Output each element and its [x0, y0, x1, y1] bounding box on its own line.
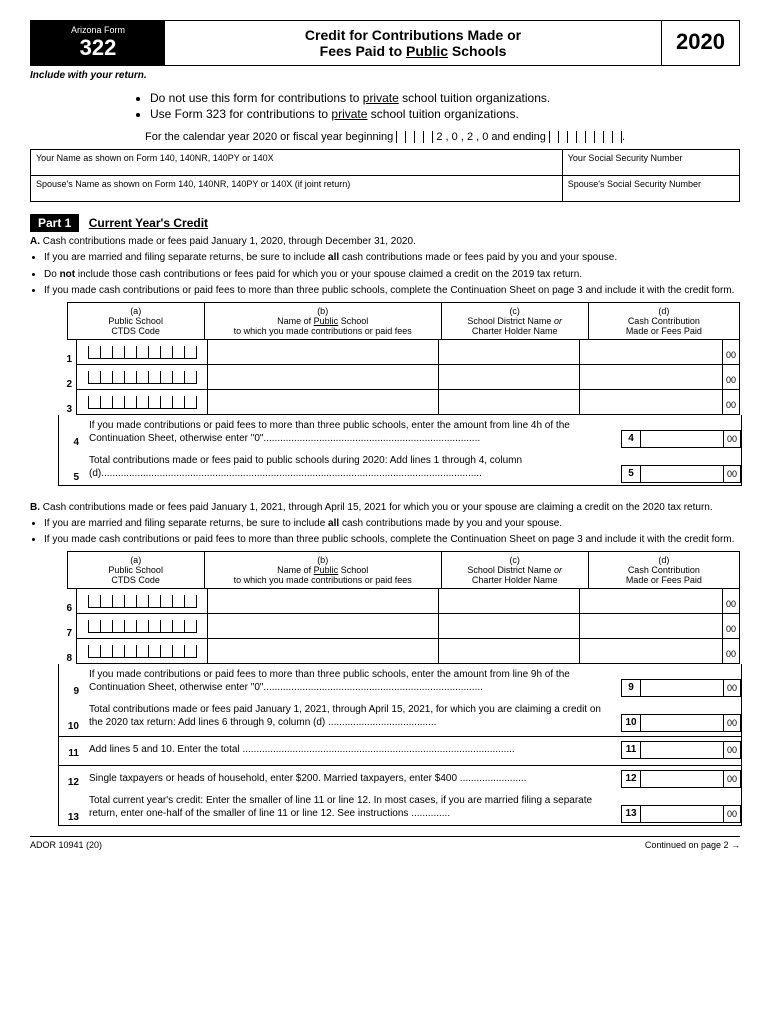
continued-note: Continued on page 2 →: [645, 840, 740, 850]
top-bullets: Do not use this form for contributions t…: [150, 91, 740, 121]
amount-2[interactable]: [580, 365, 723, 390]
line-5-box: 5: [621, 465, 641, 483]
school-name-1[interactable]: [208, 340, 439, 365]
line-9-amount[interactable]: [641, 679, 724, 697]
section-a: A. Cash contributions made or fees paid …: [30, 236, 740, 298]
district-3[interactable]: [439, 390, 580, 415]
district-1[interactable]: [439, 340, 580, 365]
line-13-amount[interactable]: [641, 805, 724, 823]
col-a: (a)Public SchoolCTDS Code: [67, 302, 204, 339]
part-1-label: Part 1: [30, 214, 79, 232]
name-table: Your Name as shown on Form 140, 140NR, 1…: [30, 149, 740, 202]
line-5-amount[interactable]: [641, 465, 724, 483]
lines-4-5: 4 If you made contributions or paid fees…: [58, 415, 742, 486]
line-10-amount[interactable]: [641, 714, 724, 732]
your-ssn-field[interactable]: Your Social Security Number: [562, 150, 739, 176]
ador-number: ADOR 10941 (20): [30, 840, 102, 850]
form-header: Arizona Form 322 Credit for Contribution…: [30, 20, 740, 66]
line-5-text: Total contributions made or fees paid to…: [85, 452, 621, 483]
fiscal-begin-input[interactable]: [396, 131, 433, 143]
school-name-7[interactable]: [208, 614, 439, 639]
form-number: 322: [43, 35, 153, 61]
spouse-ssn-field[interactable]: Spouse's Social Security Number: [562, 176, 739, 202]
fiscal-end-input[interactable]: [549, 131, 622, 143]
footer: ADOR 10941 (20) Continued on page 2 →: [30, 836, 740, 850]
district-6[interactable]: [439, 589, 580, 614]
bullet-private-2: Use Form 323 for contributions to privat…: [150, 107, 740, 121]
line-4-box: 4: [621, 430, 641, 448]
amount-1[interactable]: [580, 340, 723, 365]
col-c: (c)School District Name orCharter Holder…: [441, 302, 588, 339]
district-2[interactable]: [439, 365, 580, 390]
tax-year: 2020: [661, 21, 739, 65]
school-name-2[interactable]: [208, 365, 439, 390]
line-4-text: If you made contributions or paid fees t…: [85, 417, 621, 448]
amount-8[interactable]: [580, 639, 723, 664]
school-name-3[interactable]: [208, 390, 439, 415]
state-label: Arizona Form: [43, 25, 153, 35]
amount-6[interactable]: [580, 589, 723, 614]
school-name-6[interactable]: [208, 589, 439, 614]
form-title: Credit for Contributions Made or Fees Pa…: [165, 21, 661, 65]
line-4-amount[interactable]: [641, 430, 724, 448]
col-d: (d)Cash ContributionMade or Fees Paid: [588, 302, 739, 339]
line-11-amount[interactable]: [641, 741, 724, 759]
form-number-block: Arizona Form 322: [31, 21, 165, 65]
amount-3[interactable]: [580, 390, 723, 415]
school-name-8[interactable]: [208, 639, 439, 664]
district-7[interactable]: [439, 614, 580, 639]
col-b: (b)Name of Public Schoolto which you mad…: [204, 302, 441, 339]
calendar-year-line: For the calendar year 2020 or fiscal yea…: [30, 131, 740, 143]
include-note: Include with your return.: [30, 70, 740, 81]
your-name-field[interactable]: Your Name as shown on Form 140, 140NR, 1…: [31, 150, 563, 176]
table-a: (a)Public SchoolCTDS Code (b)Name of Pub…: [58, 302, 740, 340]
spouse-name-field[interactable]: Spouse's Name as shown on Form 140, 140N…: [31, 176, 563, 202]
part-1: Part 1 Current Year's Credit: [30, 216, 740, 230]
lines-9-13: 9If you made contributions or paid fees …: [58, 664, 742, 826]
table-b: (a)Public SchoolCTDS Code (b)Name of Pub…: [58, 551, 740, 589]
section-b: B. Cash contributions made or fees paid …: [30, 502, 740, 547]
part-1-title: Current Year's Credit: [89, 216, 208, 230]
district-8[interactable]: [439, 639, 580, 664]
bullet-private-1: Do not use this form for contributions t…: [150, 91, 740, 105]
amount-7[interactable]: [580, 614, 723, 639]
line-12-amount[interactable]: [641, 770, 724, 788]
